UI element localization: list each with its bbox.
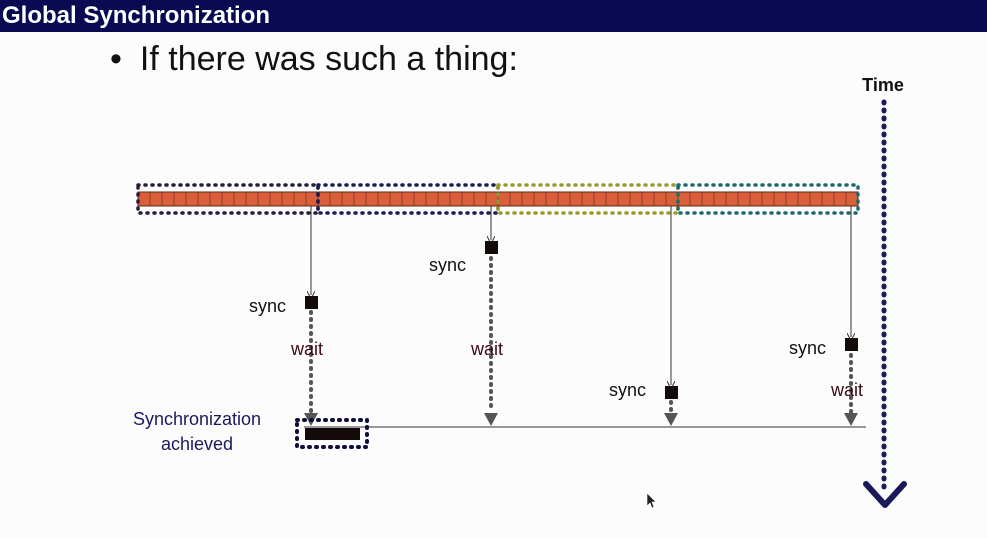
thread-3-arrowhead-icon [664,413,678,426]
thread-1-sync-label: sync [249,296,286,316]
thread-4-wait-label: wait [830,380,863,400]
thread-4-sync-label: sync [789,338,826,358]
thread-1-wait-label: wait [290,339,323,359]
thread-2-sync-label: sync [429,255,466,275]
time-arrow-chevron-icon [863,481,907,508]
achieved-label-line-2: achieved [161,434,233,454]
bullet-text: If there was such a thing: [139,40,518,78]
thread-2-arrowhead-icon [484,413,498,426]
time-label: Time [862,75,904,95]
thread-4-arrowhead-icon [844,413,858,426]
thread-region-4 [676,183,860,215]
thread-3-sync-label: sync [609,380,646,400]
slide-title: Global Synchronization [2,2,271,29]
thread-4-sync-box [845,338,858,351]
achieved-label-line-1: Synchronization [133,409,261,429]
bullet-dot-icon: • [110,40,122,78]
thread-region-2 [316,183,500,215]
thread-region-3 [496,183,680,215]
mouse-cursor-icon [646,492,657,509]
work-bar-segments [149,192,847,206]
achieved-block-outline [295,418,369,449]
thread-2-wait-label: wait [470,339,503,359]
thread-region-1 [136,183,320,215]
achieved-block [305,428,360,440]
bullet-item: • If there was such a thing: [110,40,518,79]
thread-2-sync-box [485,241,498,254]
thread-3-sync-box [665,386,678,399]
slide-title-bar: Global Synchronization [0,0,987,32]
thread-1-sync-box [305,296,318,309]
